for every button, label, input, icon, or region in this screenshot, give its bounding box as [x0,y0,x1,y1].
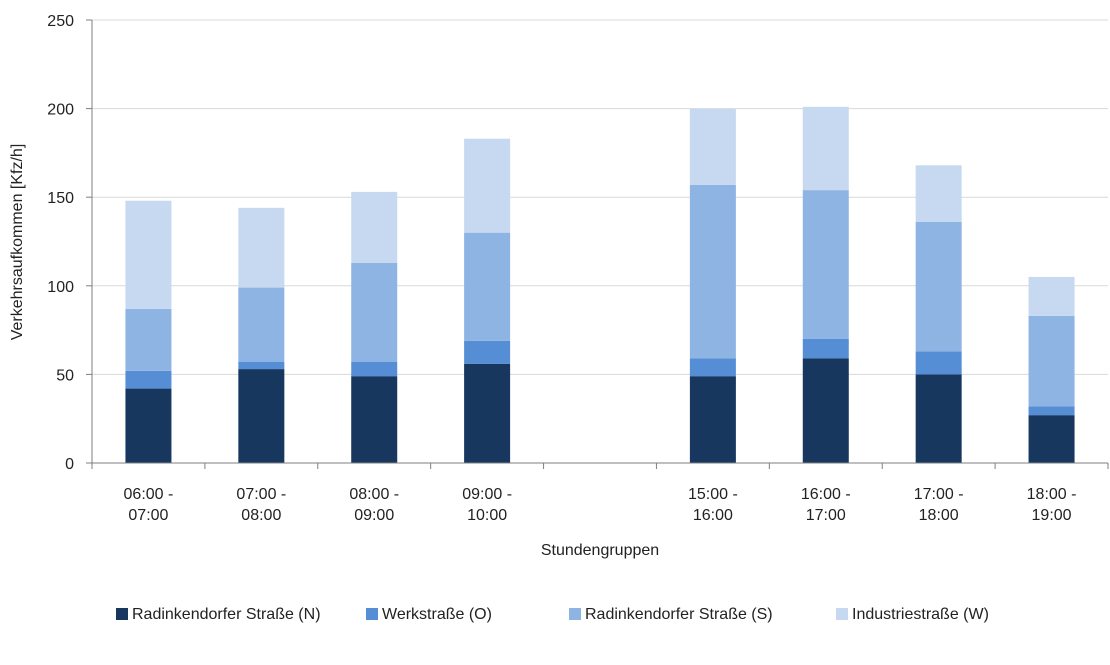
x-tick-label: 09:00 - [462,486,512,503]
x-tick-label: 08:00 - [349,486,399,503]
bar-segment-3-cat-2 [238,287,285,362]
legend-label: Industriestraße (W) [852,606,989,623]
x-tick-label: 09:00 [354,507,394,524]
bar-segment-2-cat-2 [238,361,285,370]
x-tick-label: 17:00 - [914,486,964,503]
bar-segment-4-cat-3 [351,191,398,263]
bar-segment-4-cat-4 [464,138,511,233]
legend-swatch [116,608,128,620]
bar-segment-2-cat-9 [1028,406,1075,416]
legend-swatch [836,608,848,620]
bar-segment-3-cat-7 [802,190,849,339]
bar-segment-1-cat-9 [1028,415,1075,463]
legend: Radinkendorfer Straße (N) Werkstraße (O) R… [116,606,989,623]
bar-segment-1-cat-2 [238,369,285,463]
x-tick-label: 10:00 [467,507,507,524]
x-tick-label: 06:00 - [124,486,174,503]
bar-segment-4-cat-7 [802,106,849,191]
bar-segment-4-cat-9 [1028,276,1075,316]
bar-segment-3-cat-9 [1028,315,1075,407]
bar-layer [125,106,1075,463]
x-axis-title: Stundengruppen [541,542,659,559]
axis-layer: 0 50 100 150 200 250 06:00 - 07:00 07:00 - 08:00 0… [47,13,1109,524]
bar-segment-2-cat-3 [351,361,398,377]
legend-label: Werkstraße (O) [382,606,492,623]
y-tick-label: 150 [47,190,74,207]
bar-segment-4-cat-2 [238,207,285,288]
y-tick-label: 0 [65,456,74,473]
y-tick-label: 50 [56,367,74,384]
y-tick-label: 100 [47,279,74,296]
x-tick-label: 15:00 - [688,486,738,503]
bar-segment-3-cat-1 [125,308,172,371]
x-tick-label: 18:00 - [1027,486,1077,503]
bar-segment-4-cat-1 [125,200,172,309]
bar-segment-4-cat-8 [915,165,962,223]
x-tick-label: 07:00 [128,507,168,524]
bar-segment-1-cat-6 [689,376,736,463]
bar-segment-1-cat-3 [351,376,398,463]
x-tick-label: 07:00 - [236,486,286,503]
bar-segment-3-cat-4 [464,232,511,341]
bar-segment-2-cat-4 [464,340,511,364]
bar-segment-2-cat-8 [915,351,962,375]
y-tick-label: 250 [47,13,74,30]
legend-label: Radinkendorfer Straße (S) [585,606,773,623]
x-tick-label: 16:00 [693,507,733,524]
x-tick-label: 08:00 [241,507,281,524]
bar-segment-3-cat-3 [351,262,398,362]
bar-segment-1-cat-4 [464,363,511,463]
y-axis-title: Verkehrsaufkommen [Kfz/h] [9,144,26,341]
bar-segment-1-cat-1 [125,388,172,463]
legend-label: Radinkendorfer Straße (N) [132,606,321,623]
bar-segment-2-cat-6 [689,358,736,377]
bar-segment-3-cat-8 [915,222,962,352]
bar-segment-4-cat-6 [689,108,736,185]
bar-segment-1-cat-7 [802,358,849,463]
legend-swatch [569,608,581,620]
x-tick-label: 16:00 - [801,486,851,503]
x-tick-label: 18:00 [919,507,959,524]
x-tick-label: 19:00 [1032,507,1072,524]
bar-segment-2-cat-1 [125,370,172,389]
bar-segment-2-cat-7 [802,338,849,359]
x-tick-label: 17:00 [806,507,846,524]
legend-swatch [366,608,378,620]
y-tick-label: 200 [47,102,74,119]
bar-segment-1-cat-8 [915,374,962,463]
bar-segment-3-cat-6 [689,184,736,359]
